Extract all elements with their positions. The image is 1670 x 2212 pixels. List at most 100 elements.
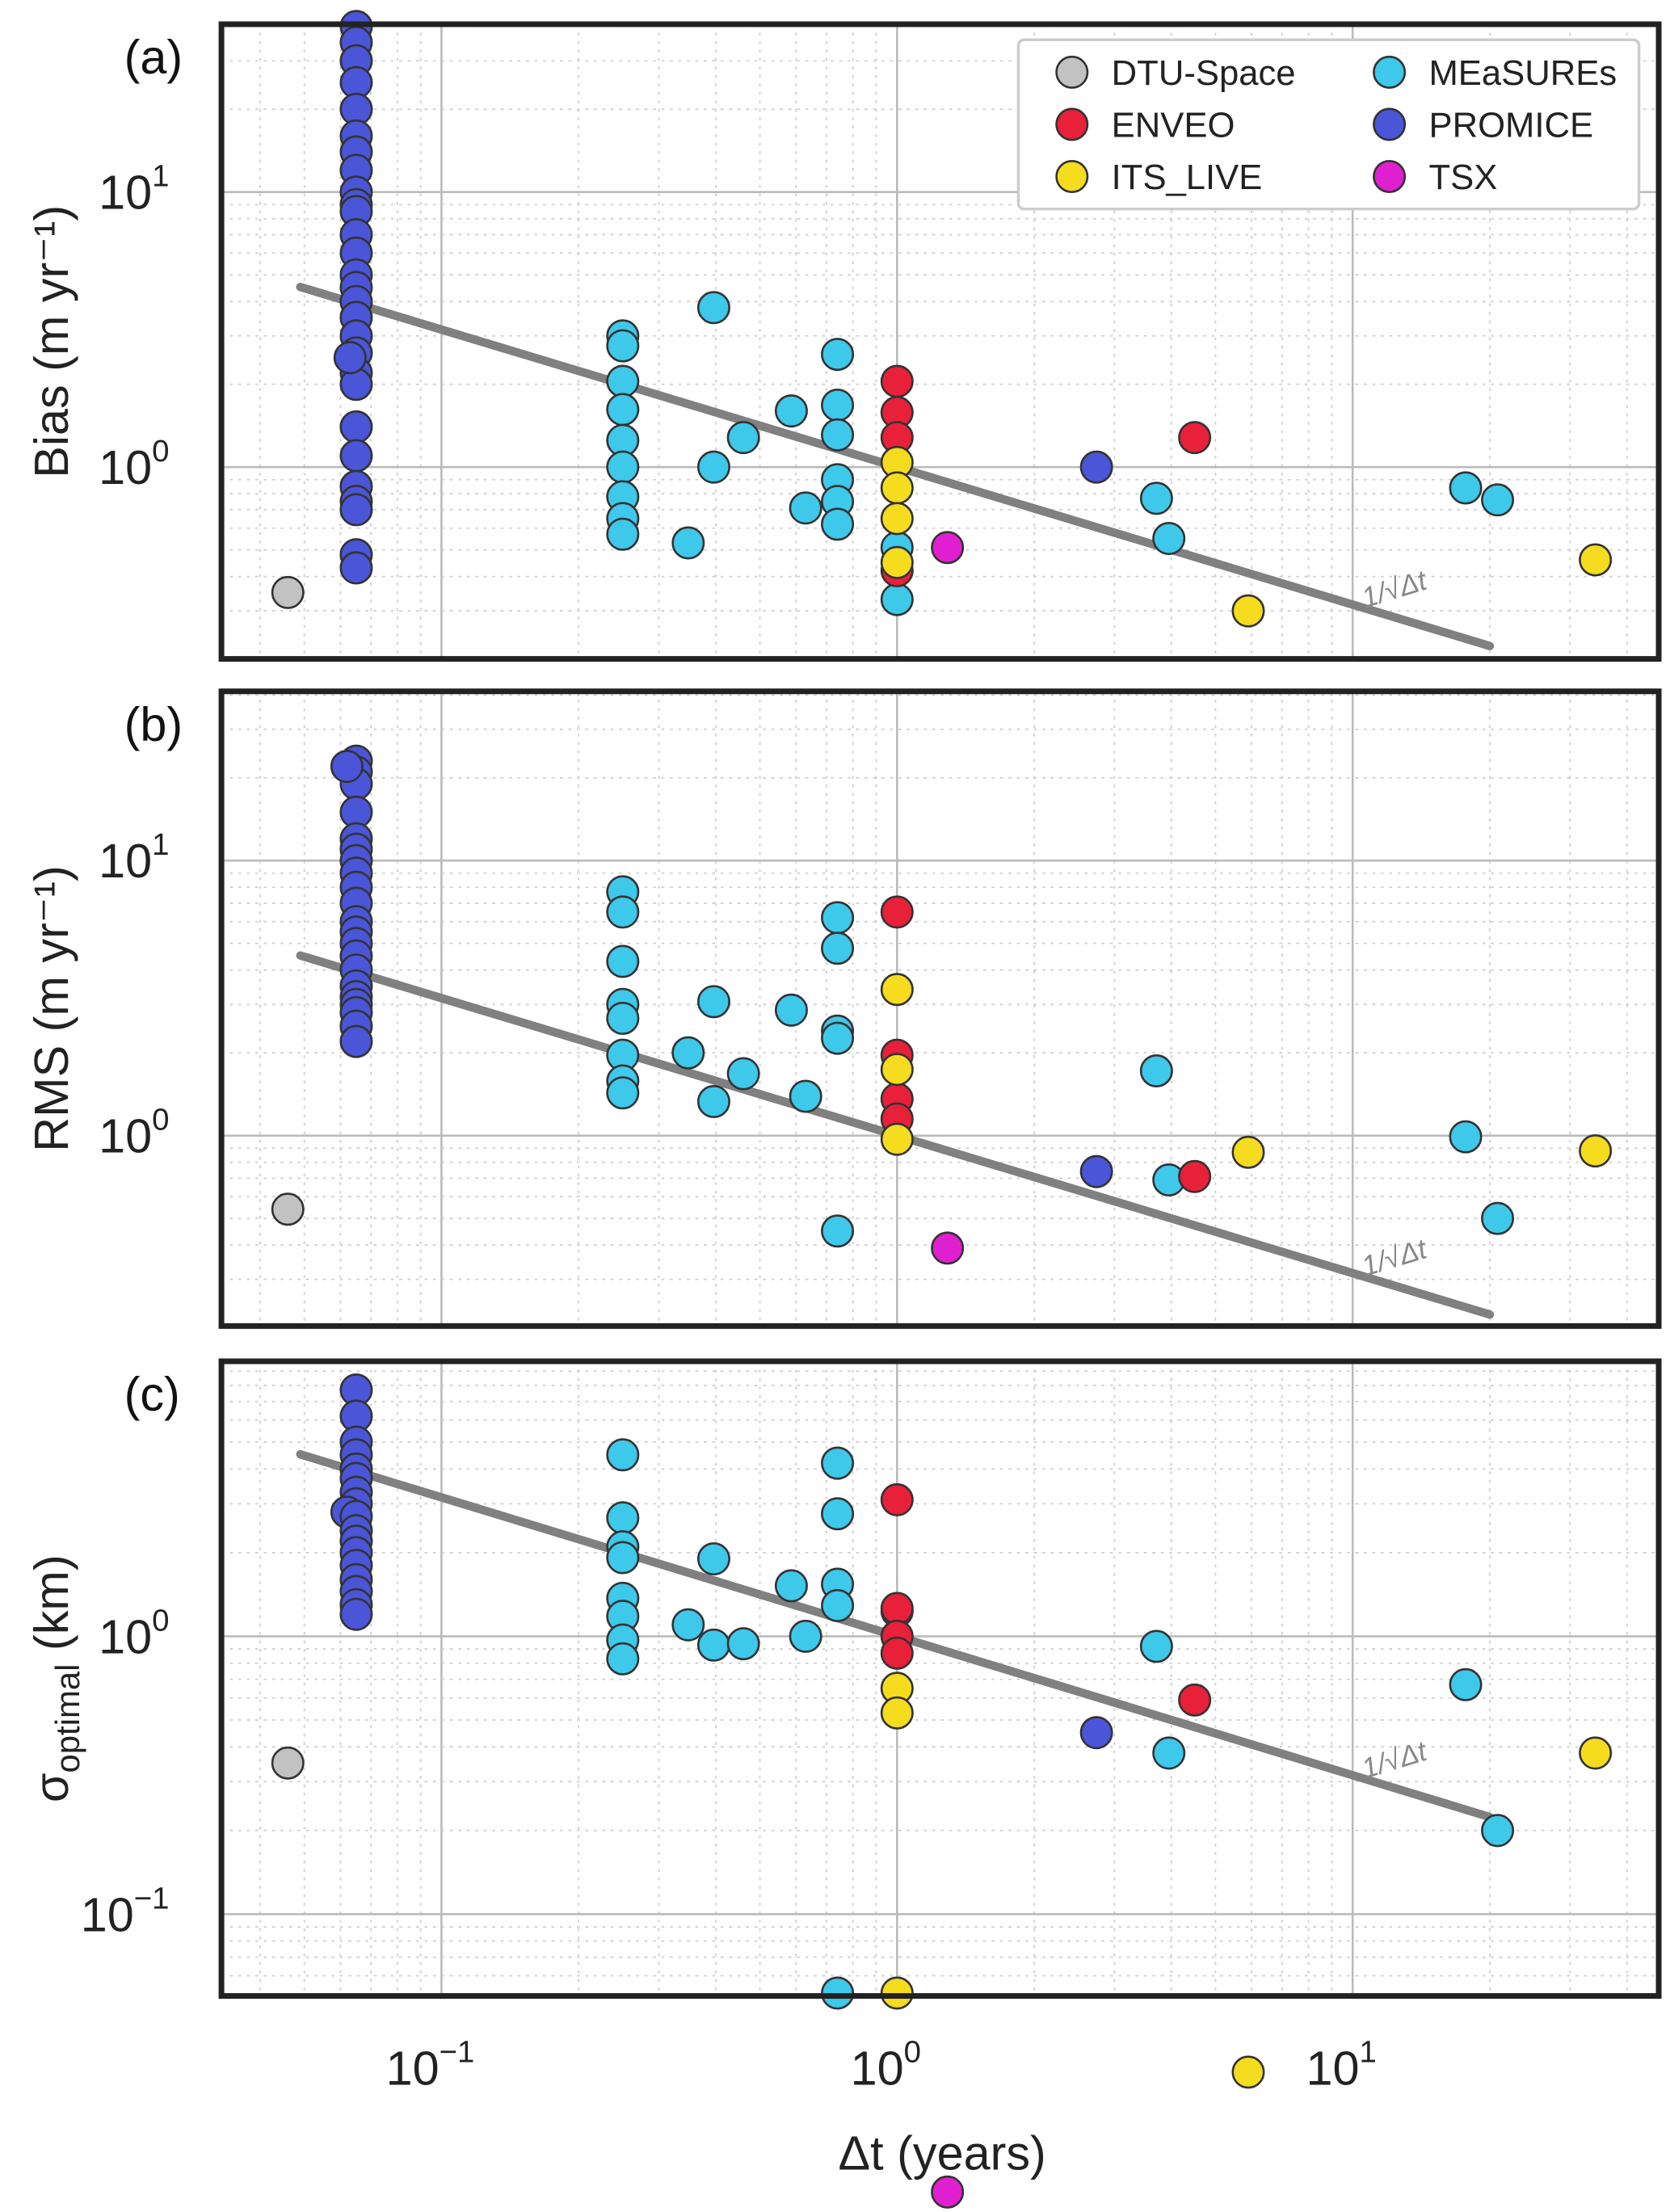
point-its_live xyxy=(880,502,914,536)
point-tsx xyxy=(931,1231,965,1265)
legend-marker-tsx xyxy=(1373,160,1407,194)
point-measures xyxy=(1152,522,1186,556)
legend-label-enveo: ENVEO xyxy=(1112,106,1235,145)
point-measures xyxy=(1449,471,1483,505)
point-measures xyxy=(671,1036,705,1070)
y-tick-label: 100 xyxy=(99,1603,169,1663)
point-measures xyxy=(1449,1120,1483,1154)
point-promice xyxy=(339,493,373,527)
x-axis-label: Δt (years) xyxy=(839,2126,1046,2180)
y-tick-label: 10−1 xyxy=(81,1881,170,1941)
point-dtu-space xyxy=(271,1192,305,1226)
point-measures xyxy=(821,1497,855,1531)
panel-frame xyxy=(218,21,1662,662)
legend-label-its_live: ITS_LIVE xyxy=(1112,158,1263,197)
y-tick-label: 100 xyxy=(99,434,169,494)
point-its_live xyxy=(880,1122,914,1156)
point-measures xyxy=(606,1501,640,1535)
point-promice xyxy=(339,1024,373,1058)
x-tick-label: 10−1 xyxy=(386,2035,475,2096)
point-measures xyxy=(606,364,640,398)
point-its_live xyxy=(880,973,914,1007)
point-measures xyxy=(1481,1201,1515,1235)
point-its_live xyxy=(880,1053,914,1087)
point-enveo xyxy=(880,1482,914,1516)
legend-label-measures: MEaSUREs xyxy=(1428,53,1617,93)
point-promice xyxy=(339,439,373,473)
point-enveo xyxy=(880,1636,914,1670)
point-measures xyxy=(789,1079,822,1113)
point-measures xyxy=(696,1084,730,1119)
legend: DTU-Space ENVEO ITS_LIVE MEaSUREs PROMICE TSX xyxy=(1016,38,1641,211)
legend-marker-dtu-space xyxy=(1055,55,1089,89)
point-enveo xyxy=(1178,1683,1212,1717)
point-measures xyxy=(606,1076,640,1110)
point-measures xyxy=(671,1608,705,1642)
point-its_live xyxy=(880,471,914,505)
point-measures xyxy=(1152,1736,1186,1770)
point-promice xyxy=(339,551,373,585)
point-measures xyxy=(606,1642,640,1676)
point-measures xyxy=(821,418,855,452)
point-measures xyxy=(774,1569,808,1603)
point-measures xyxy=(606,895,640,929)
point-measures xyxy=(606,1541,640,1575)
legend-box xyxy=(1016,38,1641,211)
point-measures xyxy=(774,993,808,1027)
point-promice xyxy=(339,1597,373,1631)
y-tick-label: 101 xyxy=(99,827,169,888)
point-measures xyxy=(606,450,640,484)
point-promice xyxy=(333,341,367,375)
point-measures xyxy=(696,291,730,325)
point-measures xyxy=(1139,1630,1173,1663)
point-measures xyxy=(606,1438,640,1472)
point-promice xyxy=(1079,450,1113,484)
point-measures xyxy=(821,1021,855,1055)
point-promice xyxy=(330,750,364,784)
point-measures xyxy=(821,388,855,422)
point-measures xyxy=(606,393,640,427)
point-enveo xyxy=(880,895,914,929)
point-tsx xyxy=(931,531,965,565)
point-its_live xyxy=(880,1976,914,2010)
point-measures xyxy=(606,329,640,363)
data-points xyxy=(271,10,1613,2209)
panel-frame xyxy=(218,688,1662,1329)
point-measures xyxy=(1139,482,1173,515)
point-measures xyxy=(880,582,914,616)
point-enveo xyxy=(1178,1159,1212,1193)
point-dtu-space xyxy=(271,1746,305,1780)
legend-marker-promice xyxy=(1373,107,1407,141)
panel-label: (a) xyxy=(124,30,183,84)
point-measures xyxy=(726,1057,760,1091)
legend-marker-measures xyxy=(1373,55,1407,89)
panel-label: (b) xyxy=(124,697,183,751)
point-measures xyxy=(606,944,640,978)
point-measures xyxy=(1139,1053,1173,1087)
x-tick-label: 100 xyxy=(851,2035,921,2096)
point-enveo xyxy=(880,364,914,398)
point-measures xyxy=(726,1627,760,1661)
point-measures xyxy=(696,450,730,484)
point-measures xyxy=(821,931,855,965)
point-measures xyxy=(821,901,855,935)
x-tick-label: 101 xyxy=(1306,2035,1377,2096)
point-measures xyxy=(606,1001,640,1035)
point-its_live xyxy=(1579,1736,1613,1770)
point-promice xyxy=(1079,1716,1113,1750)
point-promice xyxy=(1079,1154,1113,1188)
point-measures xyxy=(696,1628,730,1662)
point-its_live xyxy=(1579,1134,1613,1168)
legend-label-dtu-space: DTU-Space xyxy=(1112,53,1296,93)
point-measures xyxy=(789,1619,822,1653)
y-tick-label: 100 xyxy=(99,1103,169,1163)
legend-label-promice: PROMICE xyxy=(1428,106,1593,145)
point-measures xyxy=(821,1976,855,2010)
point-measures xyxy=(821,507,855,541)
point-measures xyxy=(671,526,705,560)
reference-line-label: 1/√Δt xyxy=(1358,565,1431,614)
legend-marker-enveo xyxy=(1055,107,1089,141)
point-its_live xyxy=(880,1696,914,1730)
y-axis-label: σoptimal (km) xyxy=(24,1554,86,1802)
